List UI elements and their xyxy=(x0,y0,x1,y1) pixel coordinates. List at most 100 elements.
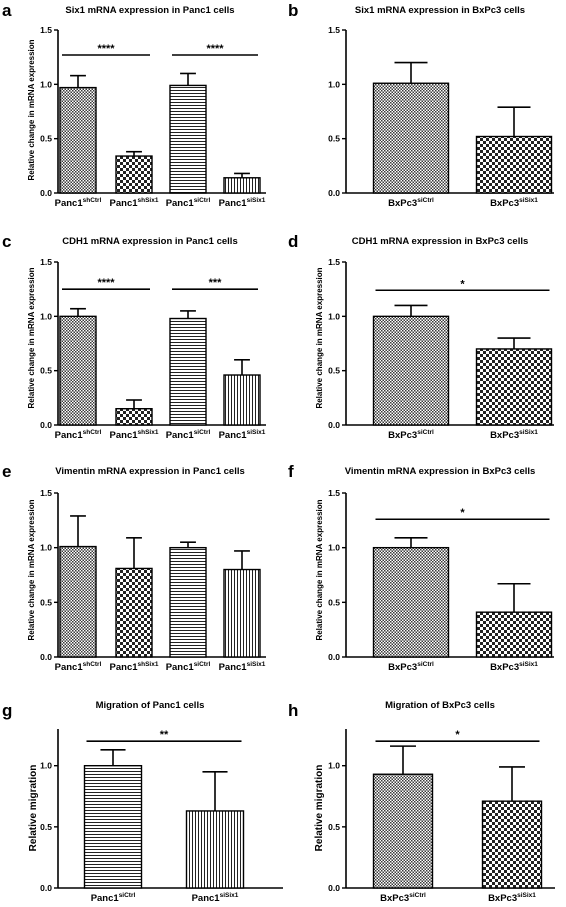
panel-e-category-label: Panc1siSix1 xyxy=(219,661,266,673)
panel-d-category-label: BxPc3siSix1 xyxy=(490,429,538,441)
panel-c-ytick-label: 1.5 xyxy=(40,257,52,267)
panel-b-title: Six1 mRNA expression in BxPc3 cells xyxy=(355,5,525,16)
panel-c-ytick-label: 1.0 xyxy=(40,311,52,321)
panel-a-category-label: Panc1siSix1 xyxy=(219,197,266,209)
panel-d-bar xyxy=(475,348,553,426)
panel-e-title: Vimentin mRNA expression in Panc1 cells xyxy=(55,466,245,477)
panel-c-bar xyxy=(223,374,261,426)
panel-e-ytick-label: 1.0 xyxy=(40,543,52,553)
panel-b-ytick-label: 0.5 xyxy=(328,134,340,144)
panel-b-ytick-label: 0.0 xyxy=(328,188,340,198)
panel-h-bar xyxy=(372,773,434,889)
panel-e-ytick-label: 1.5 xyxy=(40,488,52,498)
category-base: Panc1 xyxy=(55,662,84,673)
panel-a-ytick-label: 1.5 xyxy=(40,25,52,35)
panel-a-significance-label: **** xyxy=(97,43,115,55)
panel-g-plot: 0.0 0.5 1.0 Panc1siCtrl Panc1siSix1 ** xyxy=(40,729,283,904)
category-base: BxPc3 xyxy=(490,662,519,673)
category-base: Panc1 xyxy=(110,198,139,209)
panel-g-ytick-label: 1.0 xyxy=(40,761,52,771)
panel-f-category-label: BxPc3siCtrl xyxy=(388,661,434,673)
category-base: BxPc3 xyxy=(388,430,417,441)
panel-g-ytick-label: 0.0 xyxy=(40,883,52,893)
panel-f-ylabel: Relative change in mRNA expression xyxy=(315,499,324,640)
category-sup: shSix1 xyxy=(138,197,159,204)
panel-d-ytick-label: 1.0 xyxy=(328,311,340,321)
panel-h-ylabel: Relative migration xyxy=(314,765,325,852)
category-sup: siCtrl xyxy=(194,661,211,668)
category-base: Panc1 xyxy=(192,893,221,904)
panel-f-ytick-label: 1.0 xyxy=(328,543,340,553)
panel-c-significance-label: *** xyxy=(209,277,223,289)
category-base: Panc1 xyxy=(110,662,139,673)
panel-g-ylabel: Relative migration xyxy=(28,765,39,852)
category-sup: siCtrl xyxy=(417,661,434,668)
category-base: Panc1 xyxy=(166,198,195,209)
panel-a-ytick-label: 0.5 xyxy=(40,134,52,144)
panel-f-ytick-label: 0.0 xyxy=(328,652,340,662)
panel-a-ylabel-wrap: Relative change in mRNA expression xyxy=(27,39,36,180)
panel-h-ytick-label: 0.5 xyxy=(328,822,340,832)
category-base: BxPc3 xyxy=(388,198,417,209)
category-base: BxPc3 xyxy=(490,198,519,209)
panel-g-category-label: Panc1siSix1 xyxy=(192,892,239,904)
panel-h-category-label: BxPc3siCtrl xyxy=(380,892,426,904)
category-base: Panc1 xyxy=(219,662,248,673)
panel-d-letter: d xyxy=(288,232,298,251)
panel-h-ytick-label: 0.0 xyxy=(328,883,340,893)
panel-g-title: Migration of Panc1 cells xyxy=(96,700,205,711)
panel-e-bar xyxy=(59,545,97,658)
panel-b-ytick-label: 1.5 xyxy=(328,25,340,35)
category-sup: siCtrl xyxy=(194,429,211,436)
panel-b-category-label: BxPc3siSix1 xyxy=(490,197,538,209)
panel-f-bar xyxy=(475,611,553,658)
panel-c-significance-label: **** xyxy=(97,277,115,289)
panel-h-significance-label: * xyxy=(455,729,460,741)
panel-g-ylabel-wrap: Relative migration xyxy=(28,765,39,852)
panel-e-ytick-label: 0.5 xyxy=(40,597,52,607)
category-base: Panc1 xyxy=(91,893,120,904)
panel-d-significance-label: * xyxy=(460,278,465,290)
panel-h-title: Migration of BxPc3 cells xyxy=(385,700,495,711)
panel-e-category-label: Panc1shSix1 xyxy=(110,661,159,673)
panel-e-bar xyxy=(223,568,261,658)
panel-g-category-label: Panc1siCtrl xyxy=(91,892,136,904)
panel-d-ytick-label: 1.5 xyxy=(328,257,340,267)
panel-f-ylabel-wrap: Relative change in mRNA expression xyxy=(315,499,324,640)
panel-d-title: CDH1 mRNA expression in BxPc3 cells xyxy=(352,236,529,247)
panel-f-title: Vimentin mRNA expression in BxPc3 cells xyxy=(345,466,536,477)
panel-c-bar xyxy=(59,315,97,426)
panel-a-title: Six1 mRNA expression in Panc1 cells xyxy=(65,5,234,16)
category-sup: siCtrl xyxy=(194,197,211,204)
panel-e-bar xyxy=(115,567,153,658)
panel-a-bar xyxy=(223,177,261,194)
category-base: BxPc3 xyxy=(488,893,517,904)
category-sup: siSix1 xyxy=(517,892,536,899)
panel-e: e Vimentin mRNA expression in Panc1 cell… xyxy=(2,462,266,673)
category-sup: siSix1 xyxy=(247,661,266,668)
panel-a-ylabel: Relative change in mRNA expression xyxy=(27,39,36,180)
panel-a-category-label: Panc1siCtrl xyxy=(166,197,211,209)
panel-c-ylabel-wrap: Relative change in mRNA expression xyxy=(27,267,36,408)
panel-e-category-label: Panc1shCtrl xyxy=(55,661,102,673)
panel-h-bar xyxy=(481,800,543,889)
panel-a-letter: a xyxy=(2,1,12,20)
category-base: Panc1 xyxy=(110,430,139,441)
panel-f: f Vimentin mRNA expression in BxPc3 cell… xyxy=(288,462,554,673)
category-sup: siSix1 xyxy=(519,429,538,436)
panel-d-ylabel-wrap: Relative change in mRNA expression xyxy=(315,267,324,408)
panel-e-ylabel-wrap: Relative change in mRNA expression xyxy=(27,499,36,640)
panel-c-ytick-label: 0.5 xyxy=(40,366,52,376)
panel-g-ytick-label: 0.5 xyxy=(40,822,52,832)
category-base: BxPc3 xyxy=(388,662,417,673)
panel-g-significance-label: ** xyxy=(160,729,169,741)
panel-e-letter: e xyxy=(2,462,11,481)
panel-c-letter: c xyxy=(2,232,11,251)
